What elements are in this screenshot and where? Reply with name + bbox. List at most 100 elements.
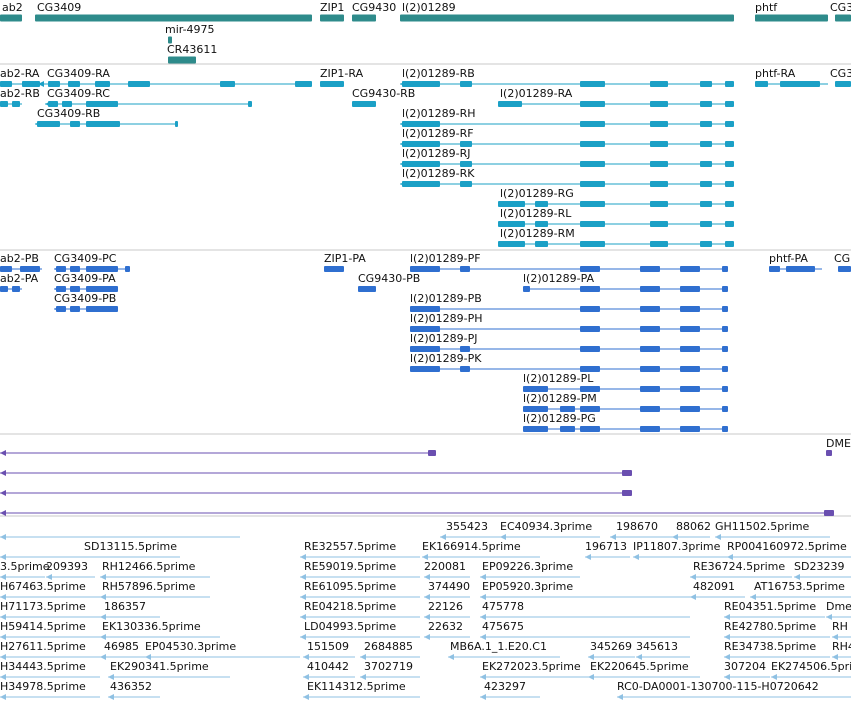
feature[interactable]: ab2 <box>0 1 23 22</box>
feature[interactable]: ZIP1 <box>320 1 344 22</box>
feature[interactable]: CG9430-RB <box>352 87 415 107</box>
feature[interactable]: 374490 <box>424 580 470 600</box>
feature[interactable]: CG3409-RC <box>45 87 252 107</box>
feature[interactable]: CG9430 <box>352 1 396 22</box>
feature[interactable]: 475675 <box>480 620 690 640</box>
feature[interactable]: EK290341.5prime <box>108 660 230 680</box>
feature[interactable]: RE61095.5prime <box>300 580 420 600</box>
feature[interactable]: EK130336.5prime <box>100 620 220 640</box>
feature[interactable]: l(2)01289-PM <box>523 392 728 412</box>
feature[interactable]: 3.5prime <box>0 560 50 580</box>
feature[interactable]: RE36724.5prime <box>690 560 792 580</box>
feature[interactable]: EP04530.3prime <box>145 640 300 660</box>
feature[interactable]: Dme <box>826 600 851 620</box>
feature[interactable]: RE04218.5prime <box>300 600 420 620</box>
feature[interactable]: 88062 <box>672 520 711 540</box>
feature[interactable]: RE34738.5prime <box>724 640 830 660</box>
feature[interactable]: ZIP1-PA <box>324 252 366 272</box>
feature[interactable]: ab2-RB <box>0 87 40 107</box>
feature[interactable]: 475778 <box>480 600 690 620</box>
feature[interactable]: 482091 <box>690 580 745 600</box>
feature[interactable]: phtf-PA <box>769 252 822 272</box>
feature[interactable]: CG3409 <box>35 1 312 22</box>
feature[interactable]: ab2-PA <box>0 272 39 292</box>
feature[interactable]: SD23239 <box>794 560 851 580</box>
feature[interactable]: RH4 <box>832 640 851 660</box>
feature[interactable]: EK272023.5prime <box>480 660 590 680</box>
feature[interactable]: 436352 <box>108 680 160 700</box>
feature[interactable]: l(2)01289-RM <box>498 227 734 247</box>
feature[interactable] <box>0 450 436 456</box>
feature[interactable]: AT16753.5prime <box>750 580 851 600</box>
feature[interactable]: 209393 <box>46 560 95 580</box>
feature[interactable]: l(2)01289-PA <box>523 272 728 292</box>
feature[interactable]: phtf <box>755 1 828 22</box>
feature[interactable]: l(2)01289-RG <box>498 187 734 207</box>
feature[interactable]: RE04351.5prime <box>724 600 825 620</box>
feature[interactable]: RH <box>832 620 851 640</box>
feature[interactable]: H71173.5prime <box>0 600 100 620</box>
feature[interactable]: CG3409-PB <box>54 292 118 312</box>
feature[interactable]: mir-4975 <box>165 23 215 44</box>
feature[interactable]: RP004160972.5prime <box>727 540 851 560</box>
feature[interactable]: CG3 <box>830 67 851 87</box>
feature[interactable]: EK274506.5prime <box>771 660 851 680</box>
feature[interactable]: l(2)01289-PG <box>523 412 728 432</box>
feature[interactable]: ZIP1-RA <box>320 67 364 87</box>
feature[interactable]: CG3409-PC <box>54 252 130 272</box>
feature[interactable]: RE42780.5prime <box>724 620 830 640</box>
feature[interactable]: H34978.5prime <box>0 680 100 700</box>
feature[interactable]: CG9430-PB <box>358 272 420 292</box>
feature[interactable]: EK166914.5prime <box>422 540 540 560</box>
feature[interactable]: H67463.5prime <box>0 580 100 600</box>
feature[interactable]: l(2)01289 <box>400 1 734 22</box>
feature[interactable]: 22632 <box>424 620 470 640</box>
feature[interactable]: 46985 <box>100 640 145 660</box>
feature[interactable]: l(2)01289-RB <box>400 67 734 87</box>
feature[interactable] <box>0 510 834 516</box>
feature[interactable]: l(2)01289-RK <box>400 167 734 187</box>
feature[interactable] <box>0 490 632 496</box>
feature[interactable]: phtf-RA <box>755 67 828 87</box>
feature[interactable]: 410442 <box>303 660 355 680</box>
feature[interactable]: l(2)01289-RF <box>400 127 734 147</box>
feature[interactable]: ab2-PB <box>0 252 42 272</box>
feature[interactable]: l(2)01289-PK <box>410 352 728 372</box>
feature[interactable]: DME <box>826 437 851 456</box>
feature[interactable]: RE59019.5prime <box>300 560 420 580</box>
feature[interactable]: MB6A.1_1.E20.C1 <box>448 640 560 660</box>
feature[interactable]: CG3409-RA <box>38 67 312 87</box>
feature[interactable]: RE32557.5prime <box>300 540 420 560</box>
feature[interactable]: ab2-RA <box>0 67 45 87</box>
feature[interactable]: GH11502.5prime <box>715 520 830 540</box>
feature[interactable]: 186357 <box>100 600 160 620</box>
feature[interactable]: 345269 <box>588 640 635 660</box>
feature[interactable]: l(2)01289-PH <box>410 312 728 332</box>
feature[interactable]: 22126 <box>424 600 470 620</box>
feature[interactable]: l(2)01289-PJ <box>410 332 728 352</box>
feature[interactable]: H34443.5prime <box>0 660 100 680</box>
feature[interactable]: l(2)01289-PF <box>410 252 728 272</box>
feature[interactable]: 198670 <box>610 520 680 540</box>
feature[interactable]: RC0-DA0001-130700-115-H0720642 <box>617 680 851 700</box>
feature[interactable]: SD13115.5prime <box>0 540 180 560</box>
feature[interactable]: 3702719 <box>360 660 420 680</box>
feature[interactable]: l(2)01289-RA <box>498 87 734 107</box>
feature[interactable]: CR43611 <box>167 43 217 64</box>
feature[interactable]: l(2)01289-RH <box>400 107 734 127</box>
feature[interactable]: EC40934.3prime <box>500 520 600 540</box>
feature[interactable]: CG3409-RB <box>35 107 178 127</box>
feature[interactable]: RH57896.5prime <box>100 580 210 600</box>
feature[interactable]: 220081 <box>424 560 470 580</box>
feature[interactable] <box>0 534 240 540</box>
feature[interactable]: 151509 <box>303 640 355 660</box>
feature[interactable]: CG3 <box>830 1 851 22</box>
feature[interactable]: H27611.5prime <box>0 640 100 660</box>
feature[interactable]: LD04993.5prime <box>300 620 420 640</box>
feature[interactable]: l(2)01289-PB <box>410 292 728 312</box>
feature[interactable]: l(2)01289-RJ <box>400 147 734 167</box>
feature[interactable]: CG <box>834 252 851 272</box>
feature[interactable]: EP09226.3prime <box>480 560 580 580</box>
feature[interactable] <box>0 470 632 476</box>
feature[interactable]: l(2)01289-PL <box>523 372 728 392</box>
